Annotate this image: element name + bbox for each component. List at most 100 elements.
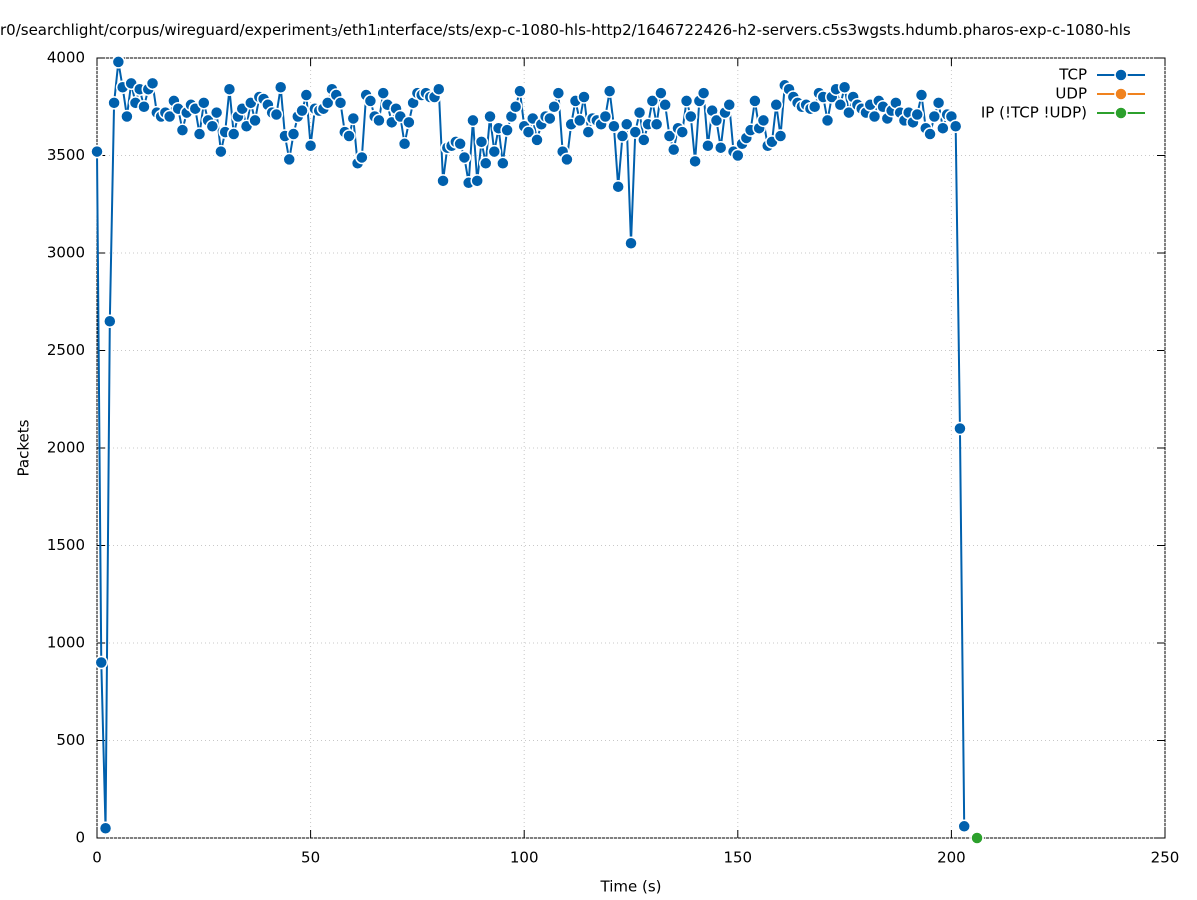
data-point [645,94,660,108]
data-point [756,113,771,128]
data-point [175,123,190,137]
data-point [162,109,177,124]
data-point [948,119,963,133]
y-axis-label: Packets [15,419,33,476]
data-point [521,125,536,139]
data-point [684,109,698,124]
data-point [209,105,224,120]
data-point [436,174,450,188]
y-tick-label: 3500 [47,146,85,164]
data-point [769,98,783,112]
data-point [662,129,677,143]
data-point [363,94,378,108]
data-point [286,127,301,141]
y-tick-label: 500 [56,731,85,749]
data-point [303,139,318,153]
data-point [453,137,467,151]
data-point [94,655,109,670]
data-point [624,236,638,250]
legend-label: IP (!TCP !UDP) [981,104,1087,122]
data-point [226,127,241,141]
data-point [581,125,596,139]
data-point [248,113,262,128]
data-point [402,115,416,130]
data-point [927,109,942,124]
data-point [197,96,211,110]
x-axis-label: Time (s) [600,878,662,896]
data-point [273,80,288,94]
data-point [137,100,151,114]
data-point [483,109,497,124]
data-point [970,831,984,845]
y-tick-label: 0 [75,829,85,847]
data-point [842,105,856,120]
data-point [333,96,348,110]
title-part: /eth1 [338,21,377,39]
data-point [560,152,574,167]
data-point [457,150,472,165]
data-point [572,113,587,128]
data-point [295,103,309,118]
data-point [474,135,489,149]
data-point [98,821,113,835]
data-point [914,88,929,102]
data-point [957,819,971,834]
data-line [96,61,966,829]
data-point [658,98,672,112]
data-point [530,133,544,147]
data-point [713,140,728,155]
data-point [111,55,126,69]
data-point [615,129,630,143]
chart-title: r0/searchlight/corpus/wireguard/experime… [0,21,1131,40]
data-point [214,144,228,159]
data-point [679,94,694,108]
data-point [107,96,121,110]
data-point [547,100,561,114]
x-tick-label: 50 [301,849,320,867]
title-part: r0/searchlight/corpus/wireguard/experime… [0,21,331,39]
data-point [479,156,493,171]
data-point [602,84,617,98]
data-point [649,117,664,132]
y-tick-label: 2500 [47,341,85,359]
data-point [551,86,566,100]
data-point [748,94,762,108]
x-tick-label: 0 [92,849,102,867]
data-point [346,111,361,126]
data-point [397,137,412,151]
data-point [936,121,950,135]
data-point [654,86,668,100]
data-point [320,96,335,110]
data-point [867,109,882,124]
data-point [205,119,220,133]
x-tick-label: 100 [510,849,539,867]
data-point [709,113,724,128]
legend-marker [1114,106,1128,120]
legend-label: TCP [1058,66,1087,84]
data-point [496,156,510,171]
data-point [820,113,835,128]
data-point [637,133,651,147]
y-tick-label: 4000 [47,49,85,67]
data-point [145,76,160,91]
title-part: nterface/sts/exp-c-1080-hls-http2/164672… [380,21,1131,39]
data-point [470,174,484,188]
title-subscript: i [377,26,380,39]
data-point [628,125,643,139]
data-point [688,154,702,169]
data-point [299,88,314,102]
x-tick-label: 150 [723,849,752,867]
title-subscript: 3 [331,26,338,39]
data-point [722,98,737,112]
data-point [103,314,117,328]
data-point [376,86,390,100]
data-point [837,80,852,94]
y-tick-label: 1000 [47,634,85,652]
data-point [607,119,621,133]
data-point [611,179,625,194]
data-point [666,142,681,157]
data-point [120,109,134,124]
data-point [372,113,386,128]
